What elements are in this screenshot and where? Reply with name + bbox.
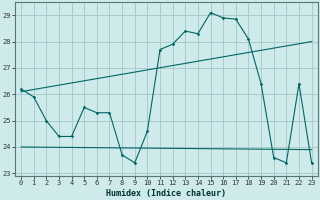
X-axis label: Humidex (Indice chaleur): Humidex (Indice chaleur) bbox=[106, 189, 226, 198]
